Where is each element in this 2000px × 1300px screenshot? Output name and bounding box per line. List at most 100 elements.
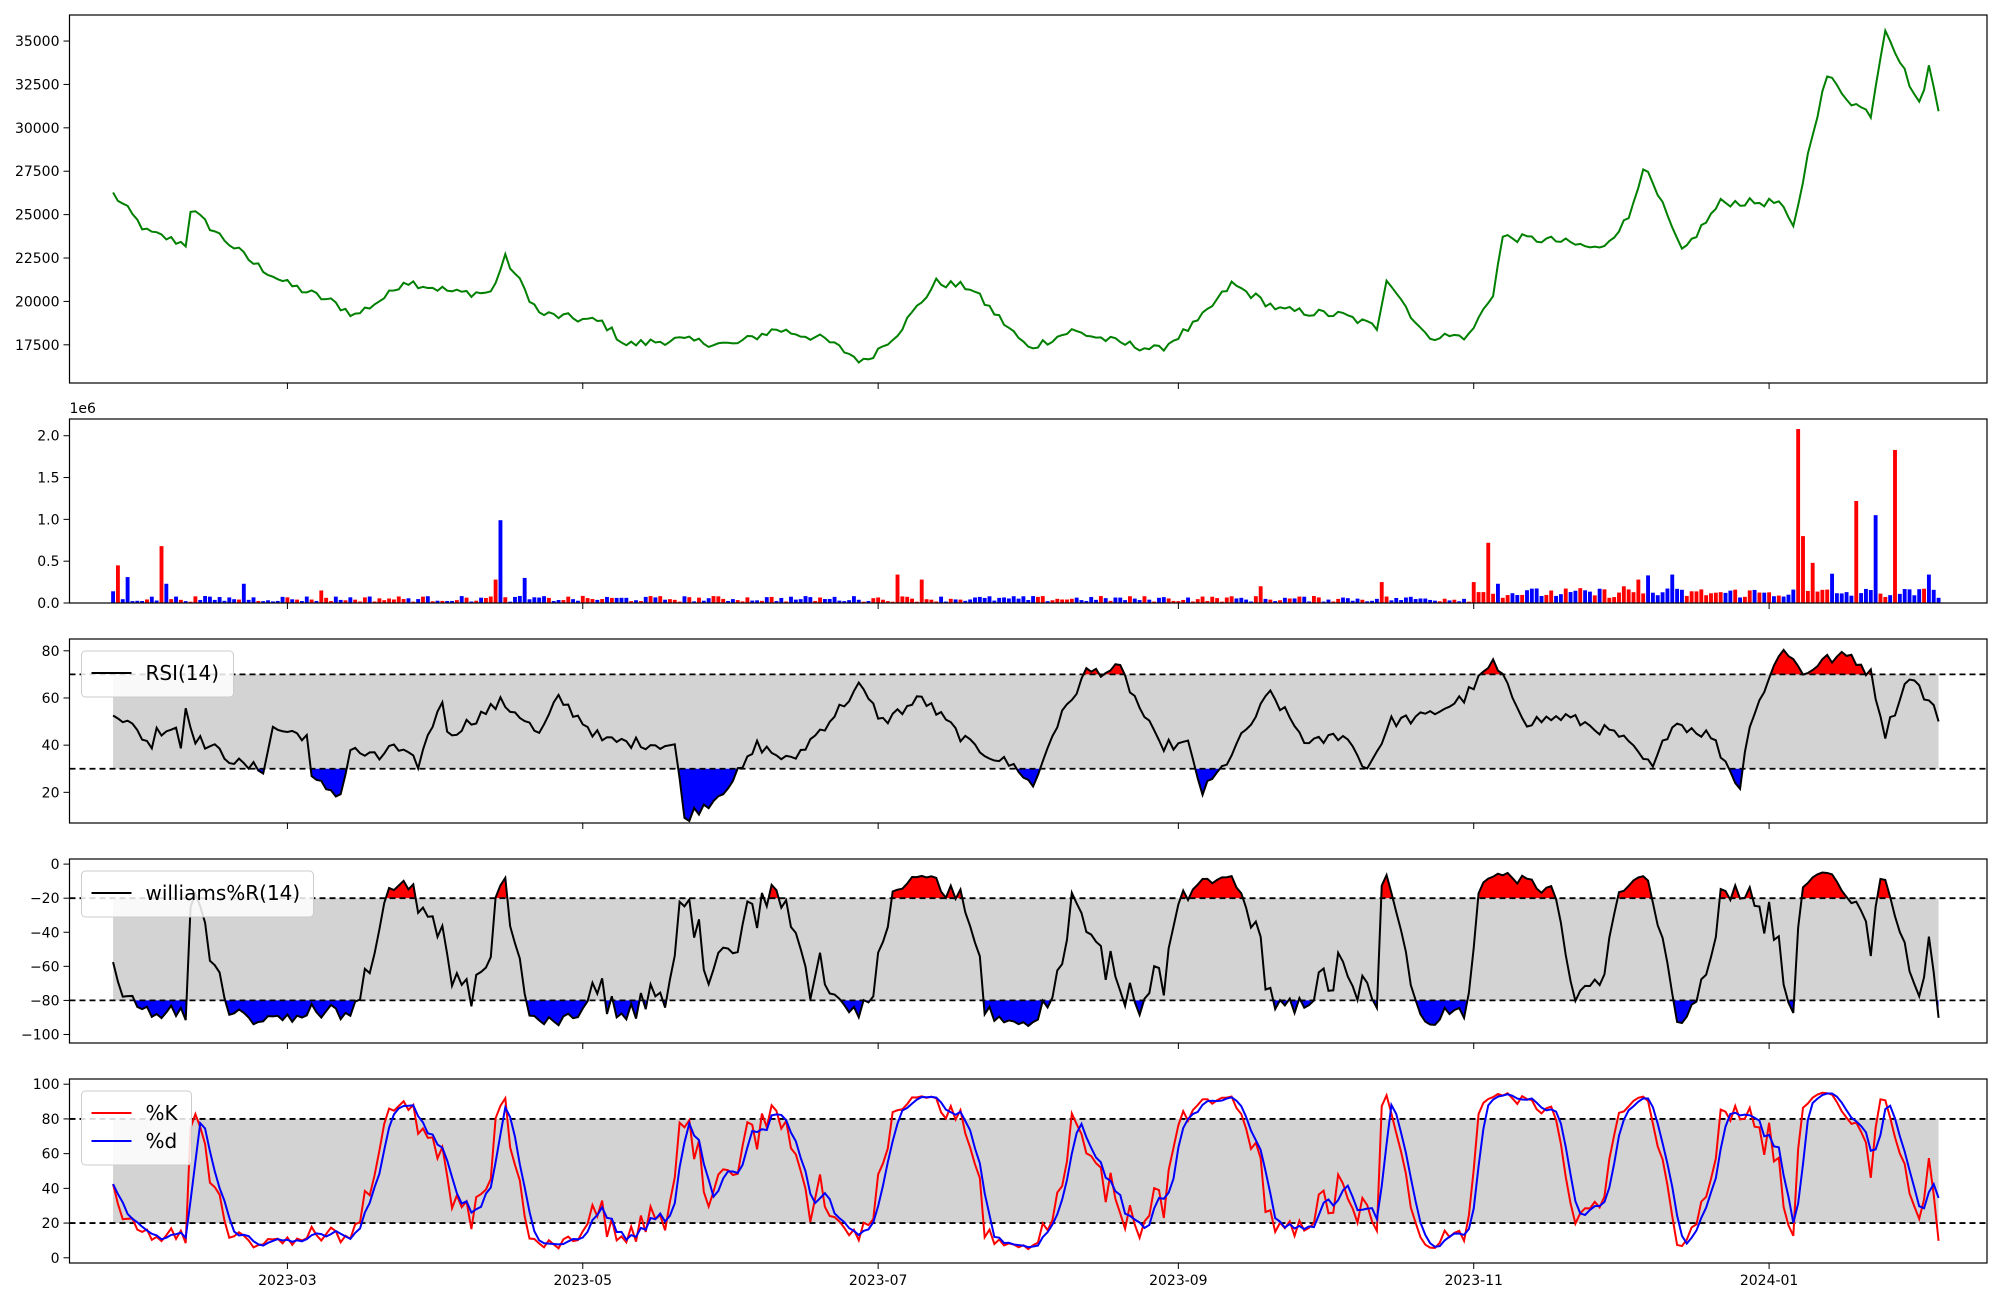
volume-bar — [755, 600, 760, 603]
x-tick-label: 2023-09 — [1149, 1273, 1208, 1289]
volume-bar — [1418, 598, 1423, 603]
volume-bar — [943, 601, 948, 603]
volume-bar — [546, 597, 551, 603]
volume-bar — [1868, 590, 1873, 603]
volume-bar — [1021, 596, 1026, 603]
volume-bar — [1258, 586, 1263, 603]
volume-bar — [1926, 574, 1931, 603]
volume-bar — [1292, 598, 1297, 603]
volume-bar — [697, 597, 701, 603]
volume-bar — [411, 601, 416, 603]
volume-bar — [183, 601, 188, 603]
rsi-overbought-fill — [1083, 649, 1872, 675]
volume-bar — [890, 601, 895, 603]
volume-bar — [435, 600, 440, 603]
volume-bar — [1709, 593, 1713, 603]
volume-bar — [1297, 596, 1302, 603]
volume-bar — [241, 583, 246, 603]
volume-bar — [309, 599, 314, 603]
volume-bar — [677, 601, 682, 603]
volume-bar — [261, 601, 266, 603]
volume-bar — [1074, 597, 1079, 603]
volume-bar — [145, 599, 149, 603]
volume-bar — [1200, 596, 1205, 603]
volume-bar — [580, 595, 585, 603]
volume-bar — [609, 597, 614, 603]
volume-bar — [585, 598, 590, 603]
volume-bar — [353, 599, 358, 603]
volume-bar — [876, 597, 881, 603]
volume-bar — [517, 595, 522, 603]
volume-bar — [692, 601, 697, 603]
volume-bar — [1718, 592, 1723, 603]
volume-bar — [333, 596, 338, 603]
volume-bar — [1278, 600, 1282, 603]
volume-bar — [953, 599, 958, 603]
volume-bar — [348, 597, 353, 603]
volume-bar — [1098, 596, 1103, 603]
volume-bar — [498, 520, 503, 603]
volume-bar — [624, 597, 629, 603]
volume-bar — [1931, 589, 1936, 603]
volume-bar — [464, 597, 469, 603]
volume-bar — [1815, 591, 1820, 603]
volume-bar — [319, 590, 324, 603]
volume-bar — [1132, 598, 1137, 603]
volume-bar — [1922, 588, 1926, 603]
volume-bar — [1689, 591, 1694, 603]
volume-bar — [551, 601, 556, 603]
volume-bar — [1617, 592, 1621, 603]
volume-bar — [1302, 596, 1307, 603]
volume-bar — [1312, 595, 1316, 603]
volume-bar — [885, 601, 890, 603]
volume-bar — [667, 599, 672, 603]
williams-axes — [68, 858, 1988, 1044]
volume-y-tick-label: 0.0 — [37, 596, 59, 612]
volume-bar — [1437, 601, 1442, 603]
volume-bar — [1781, 596, 1786, 603]
volume-bar — [726, 600, 730, 603]
volume-bar — [1747, 590, 1752, 603]
williams-y-tick-label: −20 — [30, 891, 60, 907]
price-y-tick-label: 25000 — [15, 208, 60, 224]
legend-box — [81, 870, 314, 918]
volume-bar — [1152, 601, 1157, 603]
volume-bar — [154, 600, 159, 603]
volume-bar — [716, 596, 721, 603]
volume-bar — [1500, 597, 1505, 603]
volume-bar — [188, 601, 193, 603]
volume-bar — [1907, 589, 1912, 603]
volume-bar — [120, 599, 125, 603]
volume-bar — [837, 600, 842, 603]
volume-bar — [1476, 592, 1481, 603]
neutral-band — [113, 1118, 1939, 1224]
volume-bar — [987, 596, 992, 603]
volume-bar — [687, 597, 692, 603]
volume-bar — [1626, 589, 1631, 603]
volume-bar — [1321, 601, 1326, 603]
volume-bar — [1849, 595, 1854, 603]
x-tick-label: 2024-01 — [1740, 1273, 1799, 1289]
legend-entry: williams%R(14) — [146, 881, 301, 905]
volume-bar — [1210, 596, 1215, 603]
volume-bar — [416, 599, 421, 603]
volume-bar — [643, 596, 648, 603]
volume-bar — [1563, 588, 1568, 603]
volume-bar — [1442, 598, 1447, 603]
volume-bar — [1094, 599, 1098, 603]
volume-bar — [542, 596, 546, 603]
volume-bar — [1244, 599, 1249, 603]
volume-bar — [924, 599, 929, 603]
volume-bar — [1844, 592, 1849, 603]
volume-bar — [1069, 598, 1074, 603]
volume-bar — [1791, 589, 1796, 603]
volume-bar — [1558, 594, 1563, 603]
volume-bar — [1166, 598, 1171, 603]
volume-bar — [1496, 583, 1500, 603]
volume-y-tick-label: 1.0 — [37, 512, 59, 528]
price-y-tick-label: 32500 — [15, 77, 60, 93]
volume-bar — [1457, 601, 1462, 603]
volume-bar — [1597, 588, 1602, 603]
legend-box — [81, 1090, 192, 1166]
volume-bar — [1505, 595, 1510, 603]
